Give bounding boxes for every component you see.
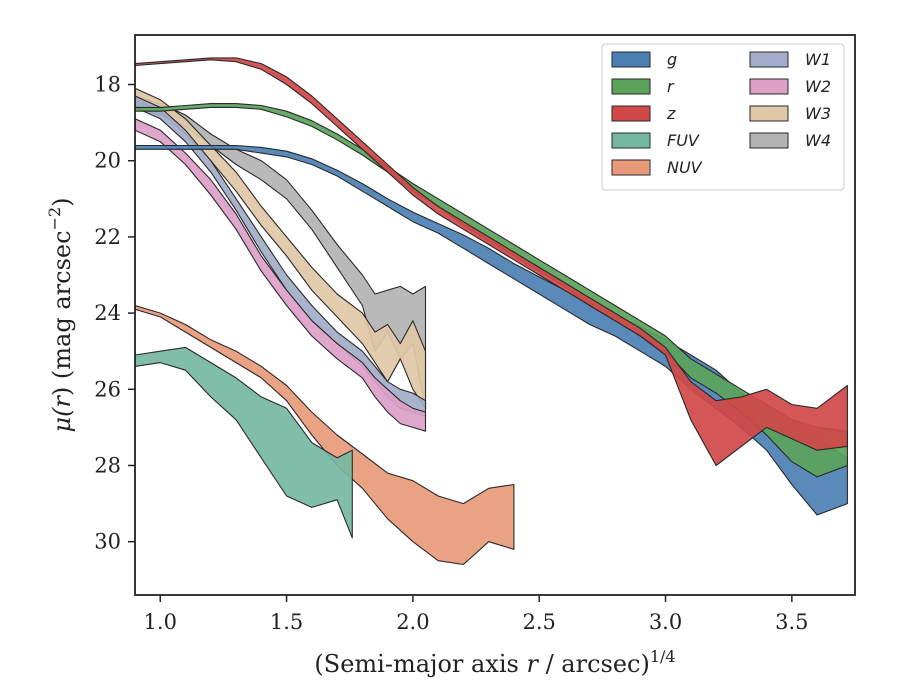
y-tick-label: 18	[94, 73, 121, 97]
x-axis-label: (Semi-major axis r / arcsec)1/4	[314, 647, 675, 678]
x-tick-label: 1.0	[144, 610, 177, 634]
x-tick-label: 3.0	[649, 610, 682, 634]
legend-swatch-r	[611, 78, 651, 95]
legend-label-w4: W4	[805, 131, 831, 150]
y-tick-label: 24	[94, 301, 121, 325]
y-tick-label: 20	[94, 149, 121, 173]
legend-swatch-w2	[749, 78, 789, 95]
y-axis-label: μ(r) (mag arcsec−2)	[45, 197, 76, 432]
x-tick-label: 2.0	[396, 610, 429, 634]
y-axis-ticks: 18 20 22 24 26 28 30	[94, 73, 135, 554]
y-tick-label: 22	[94, 225, 121, 249]
legend-label-w3: W3	[805, 104, 831, 123]
band-nuv	[135, 304, 515, 566]
legend-label-w2: W2	[805, 77, 831, 96]
legend-swatch-fuv	[611, 132, 651, 149]
x-axis-ticks: 1.0 1.5 2.0 2.5 3.0 3.5	[144, 595, 809, 634]
legend: grz FUV NUV W1 W2 W3 W4	[601, 43, 845, 191]
legend-swatch-nuv	[611, 159, 651, 176]
band-fuv	[135, 346, 353, 539]
band-z	[135, 57, 848, 467]
legend-swatch-w4	[749, 132, 789, 149]
legend-label-nuv: NUV	[667, 158, 703, 177]
x-tick-label: 1.5	[270, 610, 303, 634]
y-tick-label: 26	[94, 377, 121, 401]
legend-label-z: z	[666, 104, 676, 123]
plot-frame	[134, 34, 856, 596]
y-tick-label: 28	[94, 453, 121, 477]
y-tick-label: 30	[94, 530, 121, 554]
x-tick-label: 3.5	[775, 610, 808, 634]
band-w2	[135, 118, 427, 432]
legend-label-fuv: FUV	[667, 131, 700, 150]
legend-swatch-g	[611, 51, 651, 68]
legend-swatch-w1	[749, 51, 789, 68]
legend-label-w1: W1	[805, 50, 831, 69]
x-tick-label: 2.5	[523, 610, 556, 634]
profile-bands	[135, 57, 848, 566]
legend-label-g: g	[667, 50, 677, 69]
legend-label-r: r	[667, 77, 675, 96]
legend-swatch-w3	[749, 105, 789, 122]
legend-swatch-z	[611, 105, 651, 122]
band-g	[135, 144, 848, 516]
